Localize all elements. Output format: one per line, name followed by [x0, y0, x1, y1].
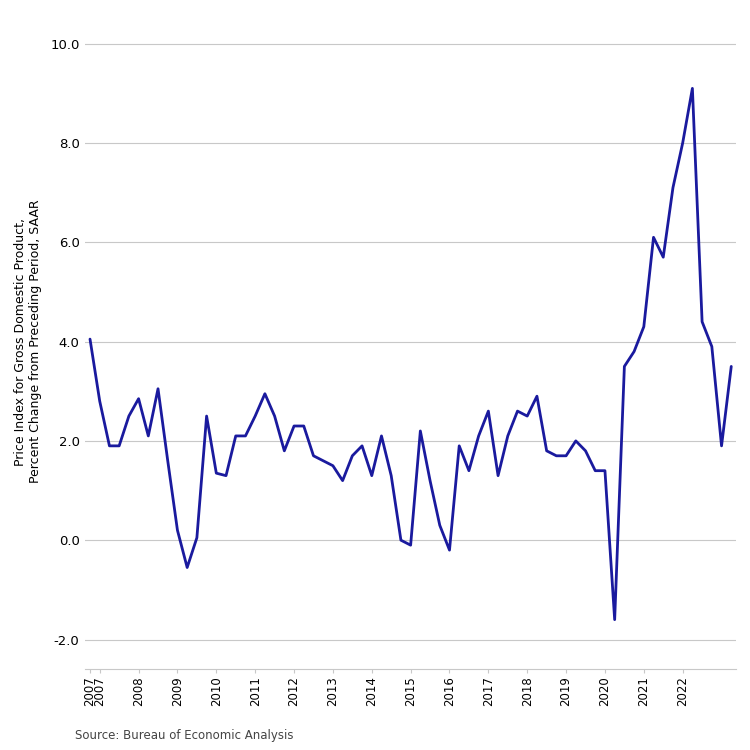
Text: Source: Bureau of Economic Analysis: Source: Bureau of Economic Analysis: [75, 730, 293, 742]
Y-axis label: Price Index for Gross Domestic Product,
Percent Change from Preceding Period, SA: Price Index for Gross Domestic Product, …: [14, 200, 42, 484]
